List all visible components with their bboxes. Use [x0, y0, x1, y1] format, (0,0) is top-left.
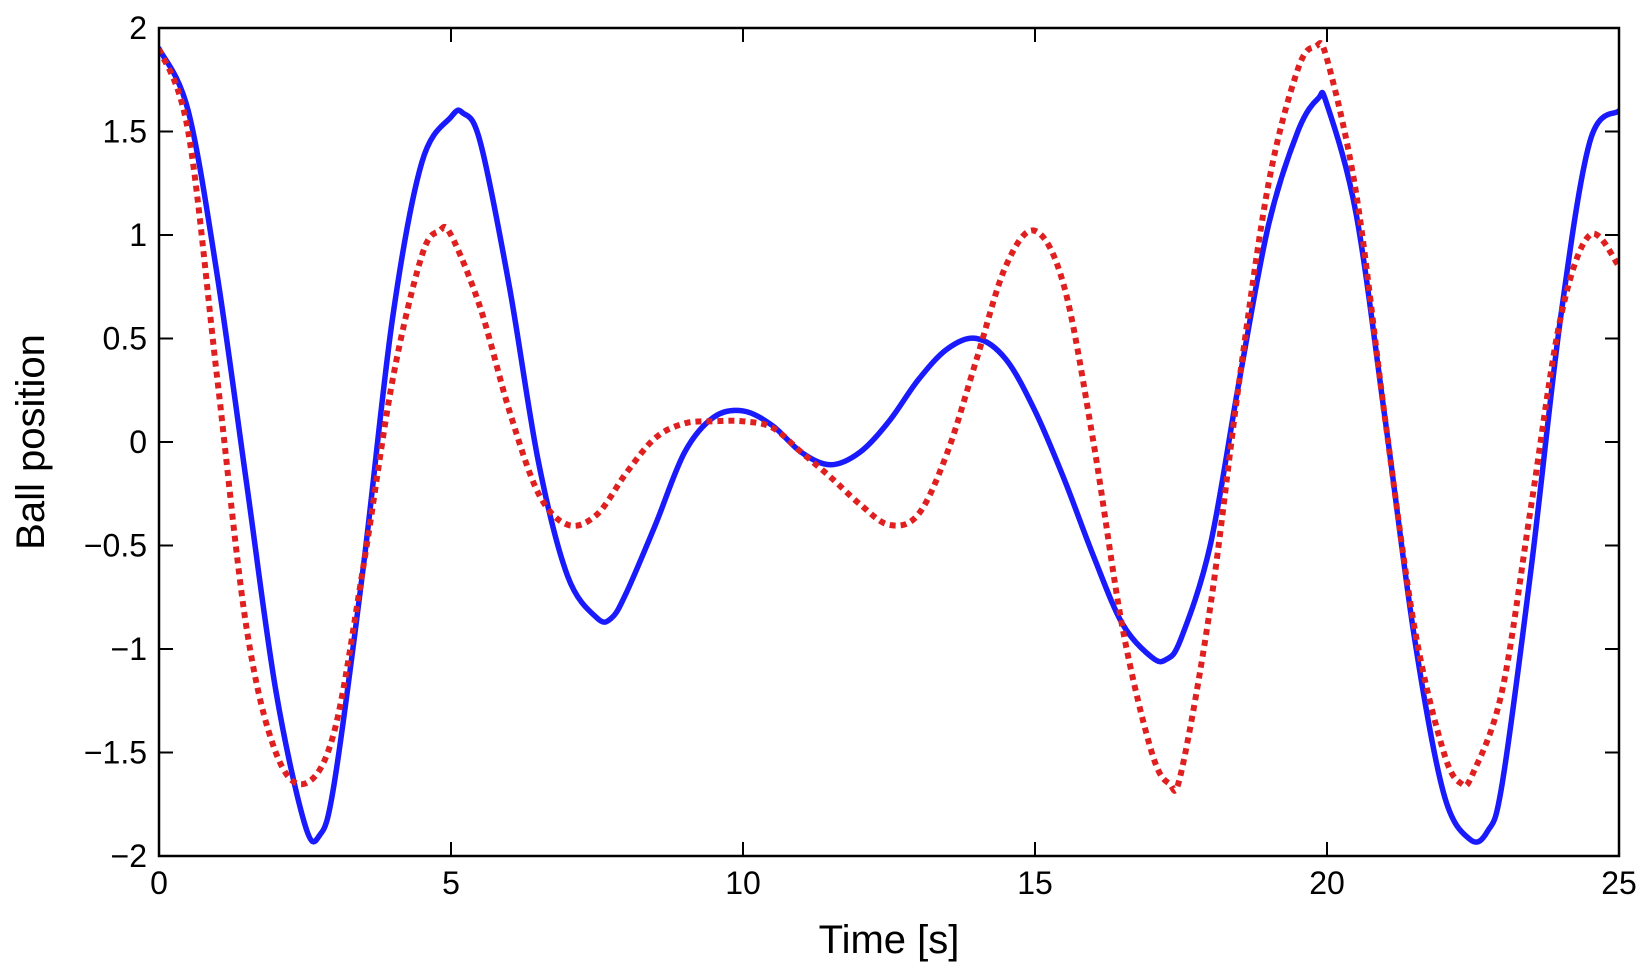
y-tick-label: −1.5	[84, 735, 147, 771]
x-axis-label: Time [s]	[819, 918, 960, 962]
x-tick-label: 5	[442, 865, 460, 901]
y-tick-label: 1	[129, 217, 147, 253]
y-tick-label: −0.5	[84, 528, 147, 564]
x-tick-label: 20	[1309, 865, 1345, 901]
y-tick-label: 0	[129, 424, 147, 460]
x-tick-label: 25	[1601, 865, 1637, 901]
y-axis-label: Ball position	[9, 334, 53, 550]
x-tick-label: 10	[725, 865, 761, 901]
series-dotted-line	[159, 40, 1619, 794]
x-axis-ticks: 0 5 10 15 20 25	[150, 28, 1637, 901]
y-axis-ticks: 2 1.5 1 0.5 0 −0.5 −1 −1.5 −2	[84, 10, 1619, 874]
y-tick-label: −1	[111, 631, 147, 667]
plot-background	[159, 28, 1619, 856]
x-tick-label: 15	[1017, 865, 1053, 901]
series-layer	[159, 40, 1619, 845]
y-tick-label: −2	[111, 838, 147, 874]
y-tick-label: 1.5	[103, 114, 147, 150]
x-tick-label: 0	[150, 865, 168, 901]
plot-frame	[157, 26, 1621, 858]
y-tick-label: 0.5	[103, 321, 147, 357]
y-tick-label: 2	[129, 10, 147, 46]
